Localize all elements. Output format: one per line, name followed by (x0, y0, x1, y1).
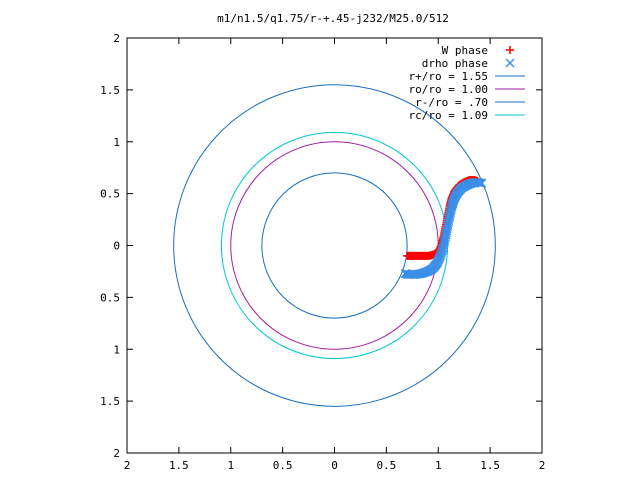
y-tick-label: 1 (113, 343, 120, 356)
legend-label: W phase (442, 44, 488, 57)
x-tick-label: 0.5 (273, 459, 293, 472)
chart-title: m1/n1.5/q1.75/r-+.45-j232/M25.0/512 (217, 12, 449, 25)
legend-label: r+/ro = 1.55 (409, 70, 488, 83)
data-point (477, 178, 487, 188)
y-tick-label: 1.5 (100, 395, 120, 408)
y-tick-label: 0.5 (100, 291, 120, 304)
legend-label: drho phase (422, 57, 488, 70)
legend-item-w-phase: W phase (442, 44, 514, 57)
legend-marker (506, 46, 514, 54)
x-tick-label: 0.5 (376, 459, 396, 472)
x-tick-label: 1 (435, 459, 442, 472)
y-tick-label: 0.5 (100, 188, 120, 201)
series-drho-phase (400, 177, 487, 280)
y-axis: 2 1.5 1 0.5 0 0.5 1 1.5 2 (100, 32, 542, 460)
circle-r-ro-70 (261, 172, 408, 319)
phase-points (400, 176, 487, 280)
legend-item-r-ro-70: r-/ro = .70 (415, 96, 525, 109)
legend-label: ro/ro = 1.00 (409, 83, 488, 96)
legend-item-r-ro-1-55: r+/ro = 1.55 (409, 70, 525, 83)
x-tick-label: 0 (331, 459, 338, 472)
legend-marker (505, 58, 515, 68)
circle-r-ro-1-55 (173, 84, 496, 407)
x-tick-label: 1.5 (169, 459, 189, 472)
y-tick-label: 0 (113, 240, 120, 253)
ring-curves (173, 84, 496, 407)
y-tick-label: 2 (113, 447, 120, 460)
x-tick-label: 2 (124, 459, 131, 472)
x-tick-label: 2 (539, 459, 546, 472)
x-tick-label: 1 (227, 459, 234, 472)
legend-item-rc-ro-1-09: rc/ro = 1.09 (409, 109, 525, 122)
x-tick-label: 1.5 (480, 459, 500, 472)
legend-label: r-/ro = .70 (415, 96, 488, 109)
y-tick-label: 1.5 (100, 84, 120, 97)
legend-label: rc/ro = 1.09 (409, 109, 488, 122)
x-axis: 2 1.5 1 0.5 0 0.5 1 1.5 2 (124, 38, 546, 472)
circle-rc-ro-1-09 (220, 131, 449, 360)
y-tick-label: 1 (113, 136, 120, 149)
y-tick-label: 2 (113, 32, 120, 45)
legend-item-drho-phase: drho phase (422, 57, 515, 70)
legend-item-ro-ro-1-00: ro/ro = 1.00 (409, 83, 525, 96)
